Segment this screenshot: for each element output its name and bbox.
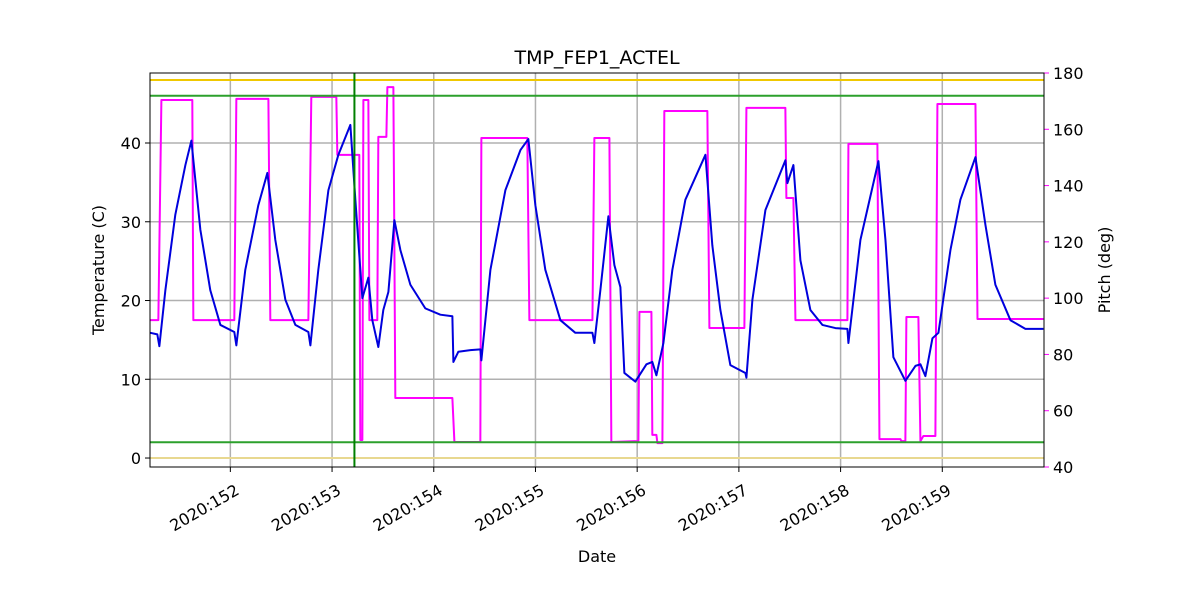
y2-tick-label: 160 xyxy=(1053,120,1084,139)
plot-area xyxy=(150,73,1044,467)
series-line xyxy=(150,86,1044,445)
y2-tick-label: 100 xyxy=(1053,289,1084,308)
y2-tick-label: 80 xyxy=(1053,345,1073,364)
y2-axis-label: Pitch (deg) xyxy=(1095,227,1114,314)
y-tick-label: 20 xyxy=(121,292,141,311)
chart-title: TMP_FEP1_ACTEL xyxy=(513,47,679,69)
y-tick-label: 30 xyxy=(121,213,141,232)
y2-tick-label: 180 xyxy=(1053,64,1084,83)
y-tick-label: 40 xyxy=(121,134,141,153)
y2-tick-label: 60 xyxy=(1053,402,1073,421)
x-axis-label: Date xyxy=(578,547,616,566)
y2-tick-label: 140 xyxy=(1053,177,1084,196)
y2-tick-label: 120 xyxy=(1053,233,1084,252)
y-axis-label: Temperature (C) xyxy=(89,205,108,336)
y-tick-label: 0 xyxy=(131,449,141,468)
y-tick-label: 10 xyxy=(121,370,141,389)
plot-frame xyxy=(149,72,1045,468)
series-line xyxy=(150,123,1044,383)
y2-tick-label: 40 xyxy=(1053,458,1073,477)
